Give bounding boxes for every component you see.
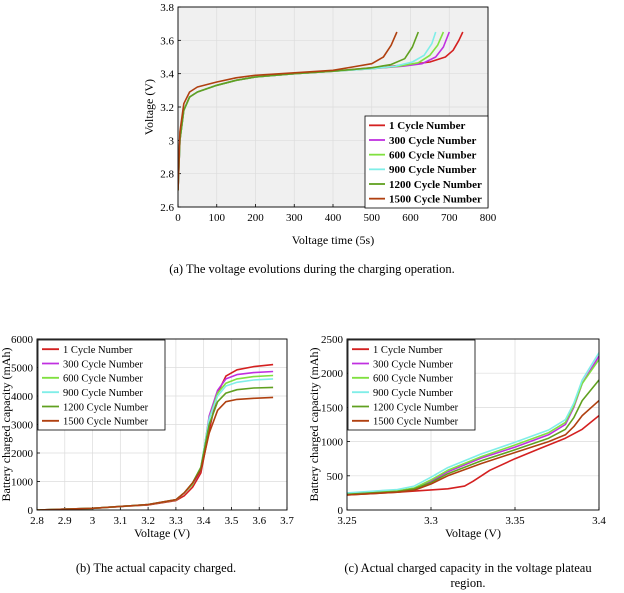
- y-tick-label: 2.8: [160, 169, 174, 181]
- y-tick-label: 1000: [321, 437, 344, 449]
- chart-b: 2.8 2.9 3 3.1 3.2 3.3 3.4 3.5 3.6 3.7 0 1000 2000 300…: [0, 334, 294, 540]
- legend-entry: 300 Cycle Number: [389, 135, 476, 147]
- y-tick-label: 6000: [11, 334, 34, 346]
- legend-entry: 1500 Cycle Number: [373, 417, 459, 428]
- plot-frame: [177, 6, 489, 208]
- y-tick-label: 0: [28, 505, 34, 517]
- y-tick-label: 3.8: [160, 2, 174, 14]
- chart-a: 0 100 200 300 400 500 600 700 800 2.6 2.8 3 3.2 3.4 3.…: [142, 2, 497, 247]
- x-tick-label: 3: [90, 515, 96, 527]
- legend-box: [364, 115, 489, 209]
- plot-frame: [346, 338, 600, 511]
- series-line: [178, 31, 420, 191]
- legend-entry: 1200 Cycle Number: [389, 179, 482, 191]
- y-axis-label: Voltage (V): [142, 79, 156, 135]
- legend-entry: 600 Cycle Number: [389, 149, 476, 161]
- y-tick-label: 3.6: [160, 35, 174, 47]
- series-line: [347, 414, 599, 496]
- y-tick-label: 4000: [11, 391, 34, 403]
- legend: 1 Cycle Number 300 Cycle Number 600 Cycle …: [37, 339, 166, 431]
- y-tick-label: 3000: [11, 420, 34, 432]
- y-tick-label: 2.6: [160, 202, 174, 214]
- x-tick-label: 3.4: [197, 515, 211, 527]
- x-tick-label: 3.7: [280, 515, 294, 527]
- x-tick-label: 3.2: [141, 515, 155, 527]
- caption-c-line2: region.: [450, 576, 486, 590]
- x-tick-label: 3.6: [252, 515, 266, 527]
- caption-c-line1: (c) Actual charged capacity in the volta…: [344, 561, 592, 575]
- caption-a: (a) The voltage evolutions during the ch…: [169, 262, 455, 276]
- y-tick-label: 3.4: [160, 69, 174, 81]
- caption-b: (b) The actual capacity charged.: [75, 561, 237, 575]
- y-tick-label: 2000: [321, 368, 344, 380]
- y-tick-label: 3.2: [160, 102, 174, 114]
- legend-entry: 300 Cycle Number: [63, 359, 143, 370]
- x-tick-label: 700: [441, 212, 458, 224]
- y-tick-label: 500: [327, 471, 344, 483]
- y-tick-label: 0: [338, 505, 344, 517]
- x-tick-label: 3.1: [113, 515, 127, 527]
- x-axis-label: Voltage (V): [134, 526, 190, 540]
- y-tick-label: 1500: [321, 402, 344, 414]
- y-tick-label: 2000: [11, 448, 34, 460]
- legend-entry: 900 Cycle Number: [389, 164, 476, 176]
- legend-box: [37, 339, 166, 431]
- legend-entry: 300 Cycle Number: [373, 359, 453, 370]
- legend-entry: 1 Cycle Number: [63, 345, 133, 356]
- x-tick-label: 3.4: [592, 515, 606, 527]
- chart-c: 3.25 3.3 3.35 3.4 0 500 1000 1500 2000 2500 Voltag…: [307, 334, 606, 540]
- y-axis-label: Battery charged capacity (mAh): [307, 347, 321, 501]
- series-line: [178, 31, 398, 191]
- series-line: [347, 400, 599, 496]
- series-line: [37, 396, 274, 510]
- x-tick-label: 2.9: [58, 515, 72, 527]
- legend-entry: 600 Cycle Number: [373, 374, 453, 385]
- x-tick-label: 600: [402, 212, 419, 224]
- x-tick-label: 3.5: [225, 515, 239, 527]
- x-tick-label: 3.3: [169, 515, 183, 527]
- plot-frame: [36, 338, 288, 511]
- x-tick-label: 500: [364, 212, 381, 224]
- y-axis-label: Battery charged capacity (mAh): [0, 347, 13, 501]
- legend-box: [347, 339, 476, 431]
- legend-entry: 1200 Cycle Number: [63, 402, 149, 413]
- x-tick-label: 400: [325, 212, 342, 224]
- legend-entry: 1500 Cycle Number: [389, 193, 482, 205]
- x-tick-label: 100: [209, 212, 226, 224]
- legend: 1 Cycle Number 300 Cycle Number 600 Cycle …: [364, 115, 489, 209]
- x-tick-label: 3.35: [505, 515, 525, 527]
- x-axis-label: Voltage (V): [445, 526, 501, 540]
- legend-entry: 1 Cycle Number: [373, 345, 443, 356]
- y-tick-label: 1000: [11, 477, 34, 489]
- x-tick-label: 300: [286, 212, 303, 224]
- x-tick-label: 3.25: [337, 515, 357, 527]
- legend-entry: 1500 Cycle Number: [63, 417, 149, 428]
- legend-entry: 1 Cycle Number: [389, 120, 465, 132]
- x-tick-label: 800: [480, 212, 497, 224]
- series-line: [347, 352, 599, 494]
- y-tick-label: 3: [169, 135, 175, 147]
- series-line: [347, 379, 599, 496]
- x-axis-label: Voltage time (5s): [292, 233, 374, 247]
- legend-entry: 600 Cycle Number: [63, 374, 143, 385]
- legend-entry: 900 Cycle Number: [373, 388, 453, 399]
- x-tick-label: 3.3: [424, 515, 438, 527]
- y-tick-label: 2500: [321, 334, 344, 346]
- x-tick-label: 200: [247, 212, 264, 224]
- legend-entry: 1200 Cycle Number: [373, 402, 459, 413]
- legend: 1 Cycle Number 300 Cycle Number 600 Cycle …: [347, 339, 476, 431]
- legend-entry: 900 Cycle Number: [63, 388, 143, 399]
- x-tick-label: 2.8: [30, 515, 44, 527]
- x-tick-label: 0: [175, 212, 181, 224]
- y-tick-label: 5000: [11, 363, 34, 375]
